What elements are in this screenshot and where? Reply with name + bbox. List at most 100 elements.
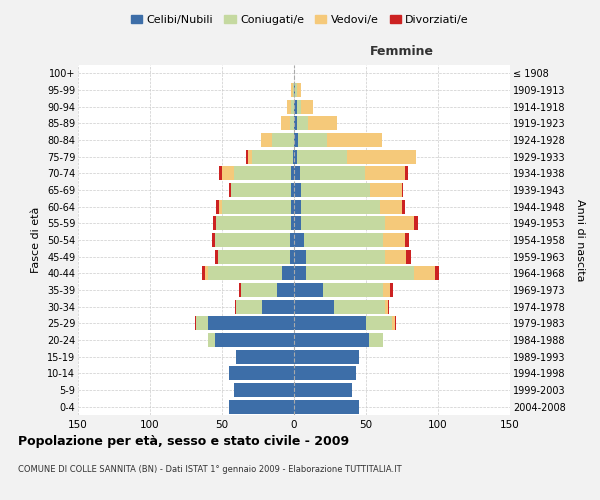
Bar <box>218 250 290 264</box>
Bar <box>294 333 369 347</box>
Bar <box>291 183 294 197</box>
Bar <box>297 83 301 97</box>
Bar <box>291 100 294 114</box>
Bar <box>323 283 383 297</box>
Bar <box>290 250 294 264</box>
Bar <box>281 116 290 130</box>
Bar <box>366 316 392 330</box>
Legend: Celibi/Nubili, Coniugati/e, Vedovi/e, Divorziati/e: Celibi/Nubili, Coniugati/e, Vedovi/e, Di… <box>127 10 473 29</box>
Bar <box>392 316 395 330</box>
Bar <box>293 83 294 97</box>
Bar <box>294 250 305 264</box>
Bar <box>294 283 323 297</box>
Bar <box>248 150 252 164</box>
Bar <box>294 316 366 330</box>
Bar <box>301 216 385 230</box>
Bar <box>222 200 291 214</box>
Bar <box>304 233 383 247</box>
Bar <box>301 183 370 197</box>
Bar <box>202 266 205 280</box>
Bar <box>308 116 337 130</box>
Bar <box>294 183 301 197</box>
Bar <box>370 183 402 197</box>
Bar <box>214 216 216 230</box>
Bar <box>391 283 394 297</box>
Bar <box>277 283 294 297</box>
Bar <box>262 300 294 314</box>
Bar <box>327 133 382 147</box>
Bar <box>365 166 405 180</box>
Bar <box>413 216 418 230</box>
Bar <box>297 116 308 130</box>
Bar <box>229 183 230 197</box>
Bar <box>297 150 347 164</box>
Bar <box>229 366 294 380</box>
Bar <box>347 150 416 164</box>
Bar <box>297 100 301 114</box>
Bar <box>252 150 293 164</box>
Bar <box>294 83 295 97</box>
Bar <box>194 316 196 330</box>
Bar <box>247 150 248 164</box>
Bar <box>261 133 272 147</box>
Y-axis label: Anni di nascita: Anni di nascita <box>575 198 585 281</box>
Bar <box>287 100 291 114</box>
Bar <box>305 250 385 264</box>
Bar <box>334 300 385 314</box>
Bar <box>216 216 291 230</box>
Bar <box>380 200 402 214</box>
Bar <box>294 233 304 247</box>
Bar <box>283 266 294 280</box>
Bar <box>272 133 294 147</box>
Bar <box>294 216 301 230</box>
Bar <box>208 266 283 280</box>
Bar <box>294 366 356 380</box>
Bar <box>301 100 313 114</box>
Bar <box>406 250 410 264</box>
Bar <box>215 333 294 347</box>
Bar <box>294 266 305 280</box>
Bar <box>215 250 218 264</box>
Bar <box>208 333 215 347</box>
Bar <box>236 300 262 314</box>
Bar <box>295 83 297 97</box>
Bar <box>294 200 301 214</box>
Bar <box>233 166 291 180</box>
Bar <box>233 383 294 397</box>
Bar <box>215 233 290 247</box>
Bar <box>402 183 403 197</box>
Bar <box>239 283 241 297</box>
Bar <box>236 350 294 364</box>
Bar <box>230 183 291 197</box>
Bar <box>205 266 208 280</box>
Bar <box>385 250 406 264</box>
Bar <box>405 166 408 180</box>
Bar <box>290 116 294 130</box>
Bar <box>294 116 297 130</box>
Y-axis label: Fasce di età: Fasce di età <box>31 207 41 273</box>
Bar <box>229 400 294 414</box>
Bar <box>402 200 405 214</box>
Bar <box>235 300 236 314</box>
Bar <box>294 100 297 114</box>
Bar <box>413 266 435 280</box>
Bar <box>294 383 352 397</box>
Bar <box>219 166 222 180</box>
Bar <box>383 283 391 297</box>
Bar <box>294 350 359 364</box>
Bar <box>291 216 294 230</box>
Bar <box>383 233 405 247</box>
Bar <box>294 400 359 414</box>
Bar <box>219 200 222 214</box>
Text: COMUNE DI COLLE SANNITA (BN) - Dati ISTAT 1° gennaio 2009 - Elaborazione TUTTITA: COMUNE DI COLLE SANNITA (BN) - Dati ISTA… <box>18 465 401 474</box>
Bar <box>305 266 413 280</box>
Bar <box>395 316 396 330</box>
Bar <box>294 300 334 314</box>
Bar <box>385 216 413 230</box>
Bar <box>294 150 297 164</box>
Bar <box>222 166 233 180</box>
Bar <box>291 83 293 97</box>
Bar <box>294 133 298 147</box>
Bar <box>294 166 300 180</box>
Bar <box>298 133 327 147</box>
